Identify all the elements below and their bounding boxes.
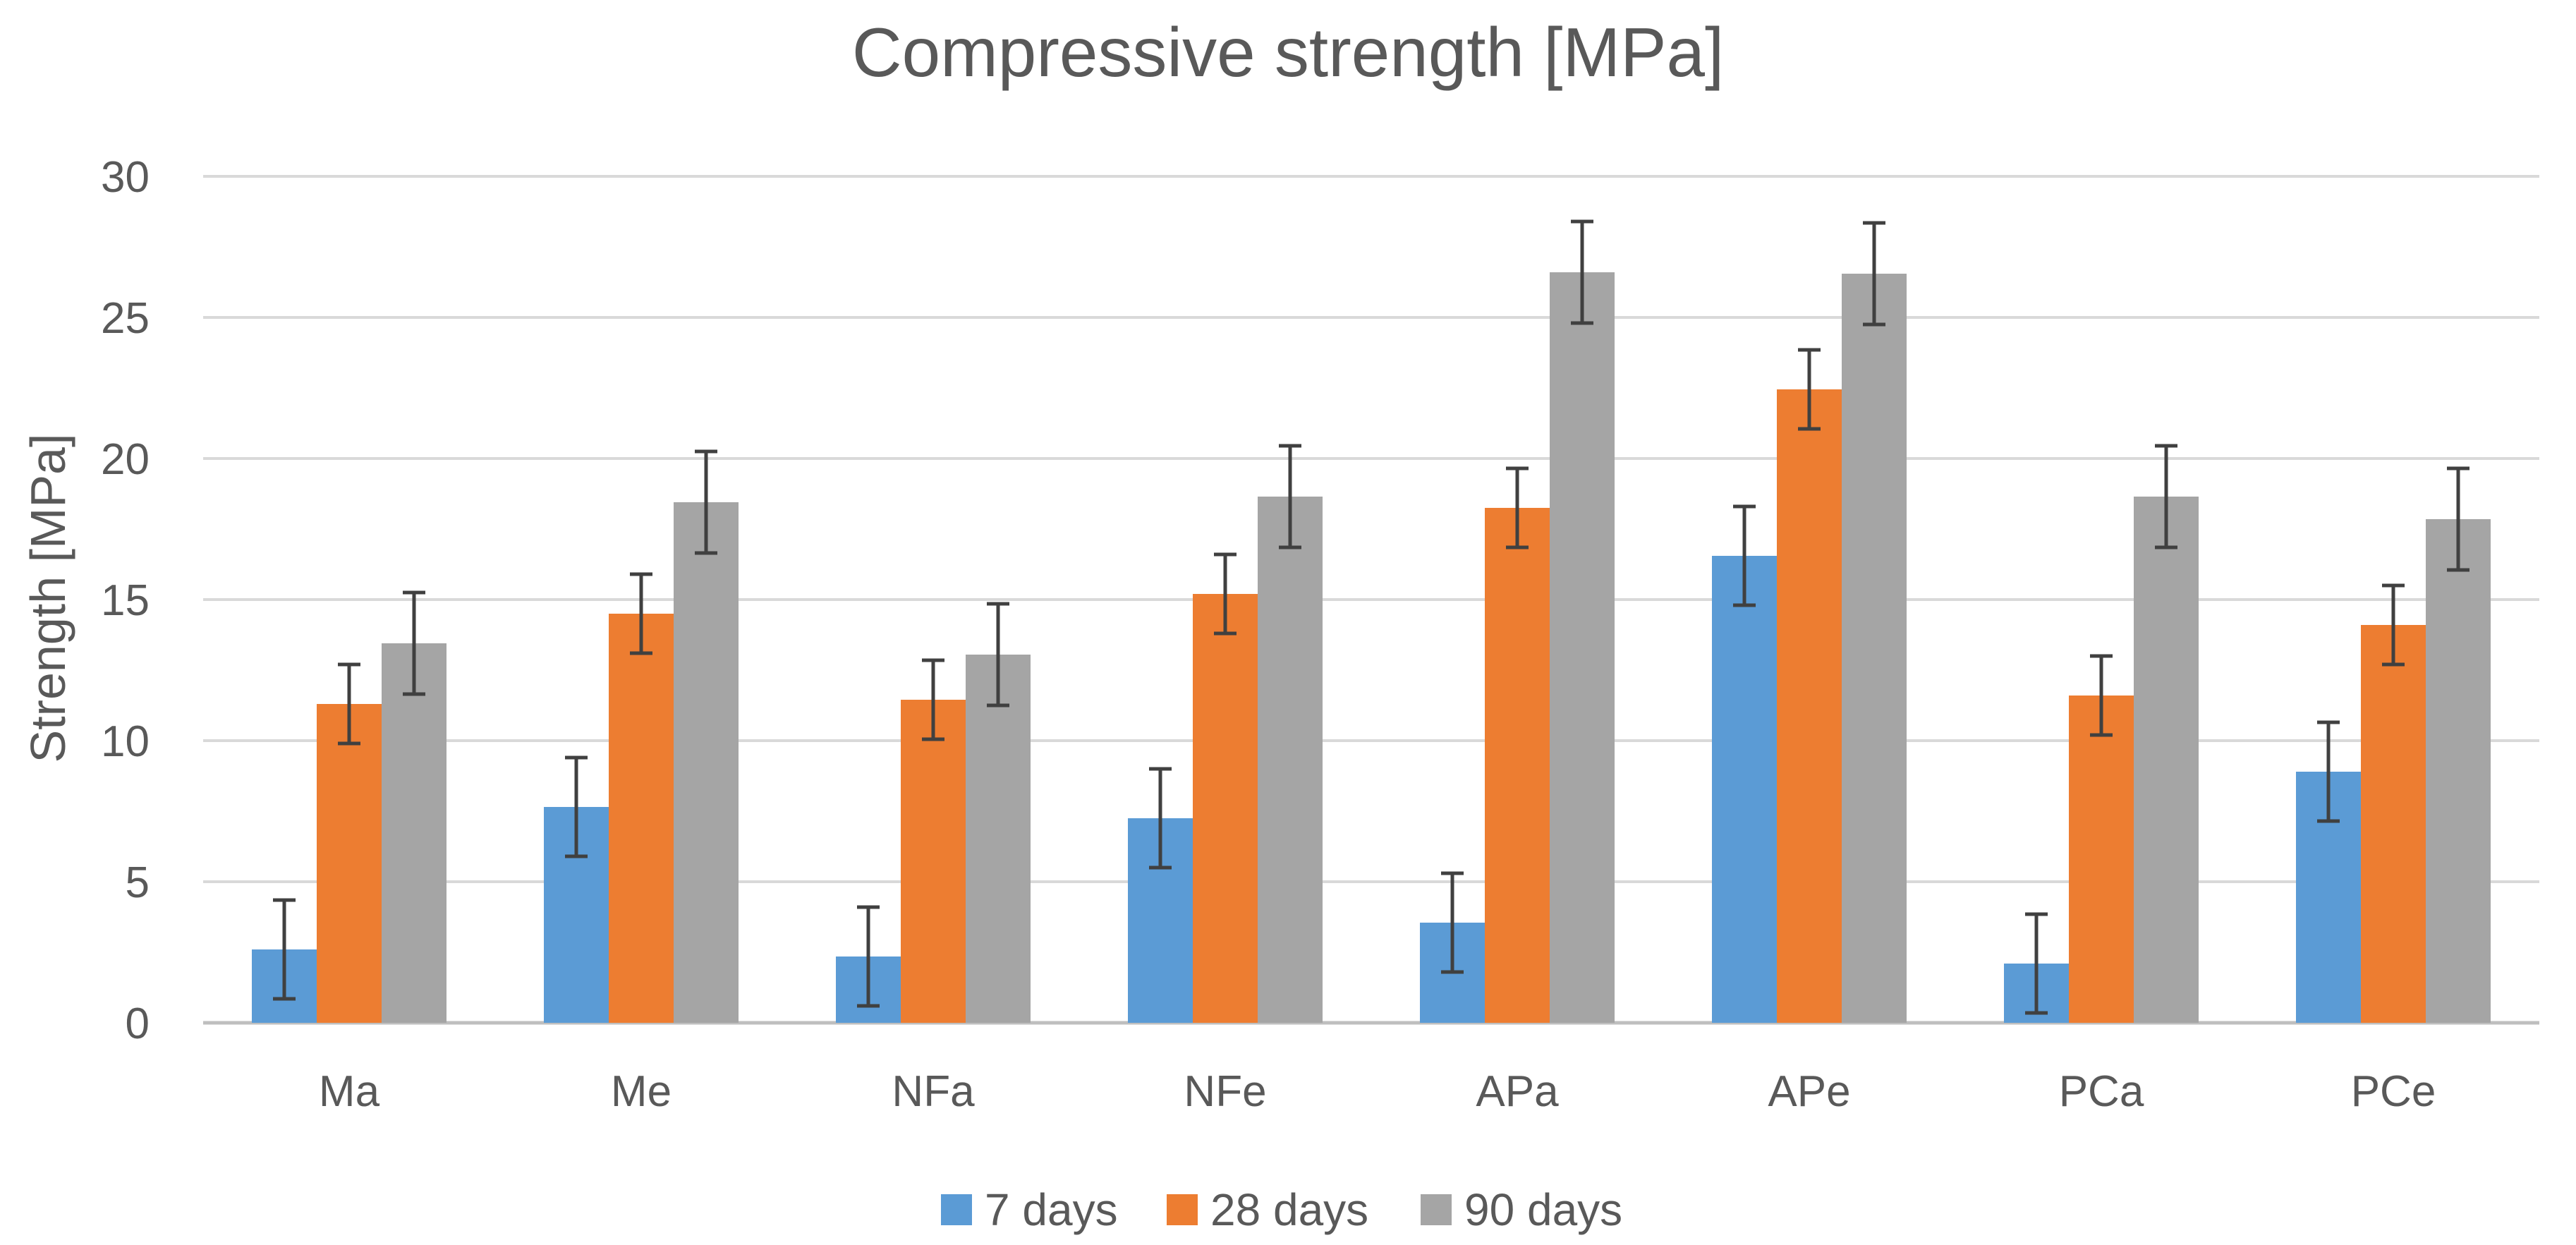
legend-item: 7 days xyxy=(941,1184,1118,1235)
x-tick-label: APe xyxy=(1768,1067,1850,1116)
bar xyxy=(382,643,446,1023)
error-bar xyxy=(1149,767,1172,870)
error-bar xyxy=(857,905,880,1008)
error-bar xyxy=(2317,720,2340,823)
legend-item: 28 days xyxy=(1167,1184,1368,1235)
x-tick-label: PCe xyxy=(2351,1067,2436,1116)
bar xyxy=(2361,625,2426,1023)
error-bar xyxy=(1863,221,1885,327)
error-bar xyxy=(1571,219,1593,325)
chart-title: Compressive strength [MPa] xyxy=(852,13,1724,91)
error-bar xyxy=(338,662,360,746)
bar xyxy=(1485,508,1550,1023)
error-bar xyxy=(1279,444,1301,549)
error-bar xyxy=(1506,466,1529,549)
error-bar xyxy=(1441,871,1464,974)
x-axis-ticks: Ma Me NFa NFe APa APe PCa PCe xyxy=(319,1067,2436,1116)
bar xyxy=(1193,594,1258,1023)
bar xyxy=(609,614,674,1023)
error-bar xyxy=(695,449,717,555)
y-tick-label: 20 xyxy=(101,435,150,484)
error-bar xyxy=(630,572,652,655)
legend-label: 28 days xyxy=(1210,1184,1368,1235)
x-tick-label: Ma xyxy=(319,1067,380,1116)
bar xyxy=(1258,497,1323,1023)
error-bars xyxy=(273,219,2469,1015)
legend-label: 7 days xyxy=(985,1184,1118,1235)
bar xyxy=(674,502,739,1023)
y-tick-label: 30 xyxy=(101,153,150,202)
legend-swatch xyxy=(941,1194,972,1225)
bar xyxy=(1712,556,1777,1023)
y-tick-label: 15 xyxy=(101,576,150,625)
x-tick-label: APa xyxy=(1476,1067,1559,1116)
bar xyxy=(1777,389,1842,1023)
bar xyxy=(1550,272,1615,1023)
bar xyxy=(901,700,966,1023)
error-bar xyxy=(987,602,1009,707)
bar xyxy=(2426,519,2491,1023)
error-bar xyxy=(2025,912,2048,1015)
bar xyxy=(966,655,1031,1023)
bar xyxy=(2134,497,2199,1023)
error-bar xyxy=(922,658,944,741)
error-bar xyxy=(565,755,588,858)
x-tick-label: Me xyxy=(611,1067,672,1116)
x-tick-label: NFe xyxy=(1184,1067,1266,1116)
y-axis-title: Strength [MPa] xyxy=(20,434,75,763)
legend-label: 90 days xyxy=(1464,1184,1622,1235)
y-tick-label: 10 xyxy=(101,717,150,766)
y-tick-label: 5 xyxy=(126,858,150,907)
y-axis-ticks: 0 5 10 15 20 25 30 xyxy=(101,153,150,1048)
error-bar xyxy=(273,898,296,1001)
y-tick-label: 0 xyxy=(126,1000,150,1048)
error-bar xyxy=(1733,504,1756,607)
legend-swatch xyxy=(1421,1194,1452,1225)
bar xyxy=(317,704,382,1023)
bar xyxy=(2069,696,2134,1023)
error-bar xyxy=(2382,583,2405,667)
legend-swatch xyxy=(1167,1194,1198,1225)
error-bar xyxy=(2155,444,2177,549)
bars xyxy=(252,272,2491,1023)
error-bar xyxy=(2090,654,2113,737)
x-tick-label: PCa xyxy=(2059,1067,2144,1116)
error-bar xyxy=(403,590,425,696)
legend: 7 days 28 days 90 days xyxy=(941,1184,1622,1235)
error-bar xyxy=(2447,466,2469,572)
y-tick-label: 25 xyxy=(101,294,150,343)
legend-item: 90 days xyxy=(1421,1184,1622,1235)
error-bar xyxy=(1214,552,1237,636)
x-tick-label: NFa xyxy=(892,1067,975,1116)
bar xyxy=(1842,274,1907,1023)
error-bar xyxy=(1798,348,1821,431)
